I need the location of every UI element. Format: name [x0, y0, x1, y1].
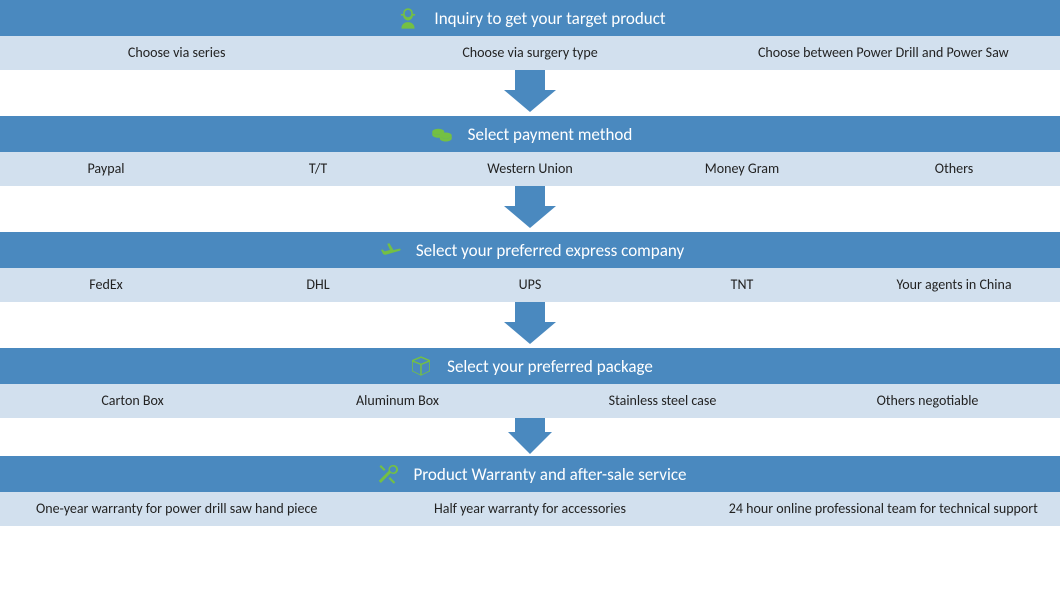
step-options-4: One-year warranty for power drill saw ha… [0, 492, 1060, 526]
step-options-1: PaypalT/TWestern UnionMoney GramOthers [0, 152, 1060, 186]
option-cell: Stainless steel case [530, 384, 795, 418]
option-cell: 24 hour online professional team for tec… [707, 492, 1060, 526]
option-cell: T/T [212, 152, 424, 186]
option-cell: UPS [424, 268, 636, 302]
option-cell: Half year warranty for accessories [353, 492, 706, 526]
tools-icon [373, 460, 401, 488]
step-header-4: Product Warranty and after-sale service [0, 456, 1060, 492]
step-options-0: Choose via seriesChoose via surgery type… [0, 36, 1060, 70]
plane-icon [376, 236, 404, 264]
step-options-3: Carton BoxAluminum BoxStainless steel ca… [0, 384, 1060, 418]
option-cell: Choose via series [0, 36, 353, 70]
step-title: Product Warranty and after-sale service [413, 464, 686, 485]
package-icon [407, 352, 435, 380]
option-cell: Others negotiable [795, 384, 1060, 418]
option-cell: DHL [212, 268, 424, 302]
option-cell: FedEx [0, 268, 212, 302]
option-cell: Paypal [0, 152, 212, 186]
step-header-3: Select your preferred package [0, 348, 1060, 384]
option-cell: Money Gram [636, 152, 848, 186]
flow-arrow [0, 418, 1060, 456]
option-cell: Carton Box [0, 384, 265, 418]
option-cell: Others [848, 152, 1060, 186]
flow-arrow [0, 186, 1060, 232]
step-header-0: Inquiry to get your target product [0, 0, 1060, 36]
step-title: Select payment method [468, 124, 633, 145]
option-cell: One-year warranty for power drill saw ha… [0, 492, 353, 526]
option-cell: Western Union [424, 152, 636, 186]
step-title: Select your preferred package [447, 356, 653, 377]
option-cell: TNT [636, 268, 848, 302]
coins-icon [428, 120, 456, 148]
flow-arrow [0, 302, 1060, 348]
flow-arrow [0, 70, 1060, 116]
option-cell: Choose via surgery type [353, 36, 706, 70]
step-header-2: Select your preferred express company [0, 232, 1060, 268]
step-options-2: FedExDHLUPSTNTYour agents in China [0, 268, 1060, 302]
step-header-1: Select payment method [0, 116, 1060, 152]
process-flow: Inquiry to get your target product Choose… [0, 0, 1060, 526]
customer-icon [394, 4, 422, 32]
step-title: Inquiry to get your target product [434, 8, 665, 29]
step-title: Select your preferred express company [416, 240, 684, 261]
option-cell: Aluminum Box [265, 384, 530, 418]
option-cell: Your agents in China [848, 268, 1060, 302]
option-cell: Choose between Power Drill and Power Saw [707, 36, 1060, 70]
